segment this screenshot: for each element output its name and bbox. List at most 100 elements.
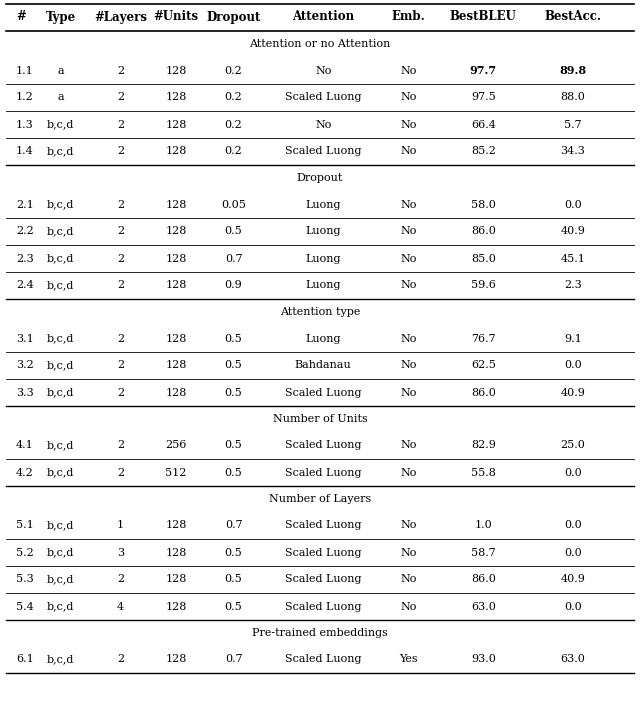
Text: 128: 128: [165, 146, 187, 157]
Text: 3.2: 3.2: [16, 360, 34, 370]
Text: b,c,d: b,c,d: [47, 387, 74, 397]
Text: 1.4: 1.4: [16, 146, 34, 157]
Text: b,c,d: b,c,d: [47, 120, 74, 130]
Text: 128: 128: [165, 602, 187, 611]
Text: 40.9: 40.9: [561, 574, 585, 584]
Text: 2: 2: [116, 254, 124, 263]
Text: No: No: [315, 65, 332, 75]
Text: 2: 2: [116, 281, 124, 291]
Text: 0.7: 0.7: [225, 655, 243, 665]
Text: a: a: [58, 93, 64, 102]
Text: Luong: Luong: [305, 281, 341, 291]
Text: 62.5: 62.5: [471, 360, 495, 370]
Text: No: No: [400, 65, 417, 75]
Text: a: a: [58, 65, 64, 75]
Text: No: No: [400, 468, 417, 478]
Text: 86.0: 86.0: [471, 226, 495, 236]
Text: 82.9: 82.9: [471, 441, 495, 450]
Text: Scaled Luong: Scaled Luong: [285, 521, 362, 531]
Text: 5.1: 5.1: [16, 521, 34, 531]
Text: b,c,d: b,c,d: [47, 199, 74, 210]
Text: 0.5: 0.5: [225, 360, 243, 370]
Text: No: No: [400, 226, 417, 236]
Text: BestAcc.: BestAcc.: [544, 10, 602, 23]
Text: Pre-trained embeddings: Pre-trained embeddings: [252, 628, 388, 638]
Text: 0.5: 0.5: [225, 441, 243, 450]
Text: Yes: Yes: [399, 655, 418, 665]
Text: No: No: [400, 360, 417, 370]
Text: 3.3: 3.3: [16, 387, 34, 397]
Text: Dropout: Dropout: [207, 10, 260, 23]
Text: 25.0: 25.0: [561, 441, 585, 450]
Text: 2: 2: [116, 441, 124, 450]
Text: 3.1: 3.1: [16, 334, 34, 344]
Text: 1: 1: [116, 521, 124, 531]
Text: 5.2: 5.2: [16, 547, 34, 558]
Text: 128: 128: [165, 547, 187, 558]
Text: 128: 128: [165, 199, 187, 210]
Text: Scaled Luong: Scaled Luong: [285, 655, 362, 665]
Text: No: No: [400, 441, 417, 450]
Text: Scaled Luong: Scaled Luong: [285, 441, 362, 450]
Text: Scaled Luong: Scaled Luong: [285, 387, 362, 397]
Text: b,c,d: b,c,d: [47, 146, 74, 157]
Text: 256: 256: [165, 441, 187, 450]
Text: No: No: [400, 574, 417, 584]
Text: 0.0: 0.0: [564, 547, 582, 558]
Text: 2: 2: [116, 146, 124, 157]
Text: 0.0: 0.0: [564, 602, 582, 611]
Text: 63.0: 63.0: [561, 655, 585, 665]
Text: 2.2: 2.2: [16, 226, 34, 236]
Text: 0.0: 0.0: [564, 199, 582, 210]
Text: 85.2: 85.2: [471, 146, 495, 157]
Text: 4: 4: [116, 602, 124, 611]
Text: 9.1: 9.1: [564, 334, 582, 344]
Text: 76.7: 76.7: [471, 334, 495, 344]
Text: Luong: Luong: [305, 226, 341, 236]
Text: 2.1: 2.1: [16, 199, 34, 210]
Text: 0.5: 0.5: [225, 226, 243, 236]
Text: 0.7: 0.7: [225, 254, 243, 263]
Text: 512: 512: [165, 468, 187, 478]
Text: #Units: #Units: [154, 10, 198, 23]
Text: 2.4: 2.4: [16, 281, 34, 291]
Text: 88.0: 88.0: [561, 93, 585, 102]
Text: 4.1: 4.1: [16, 441, 34, 450]
Text: Attention or no Attention: Attention or no Attention: [250, 39, 390, 49]
Text: Type: Type: [45, 10, 76, 23]
Text: 58.0: 58.0: [471, 199, 495, 210]
Text: b,c,d: b,c,d: [47, 468, 74, 478]
Text: #Layers: #Layers: [94, 10, 147, 23]
Text: 2: 2: [116, 93, 124, 102]
Text: b,c,d: b,c,d: [47, 441, 74, 450]
Text: Scaled Luong: Scaled Luong: [285, 547, 362, 558]
Text: 0.5: 0.5: [225, 602, 243, 611]
Text: 93.0: 93.0: [471, 655, 495, 665]
Text: 85.0: 85.0: [471, 254, 495, 263]
Text: 5.3: 5.3: [16, 574, 34, 584]
Text: 1.1: 1.1: [16, 65, 34, 75]
Text: Emb.: Emb.: [392, 10, 425, 23]
Text: 89.8: 89.8: [559, 65, 586, 76]
Text: BestBLEU: BestBLEU: [450, 10, 516, 23]
Text: b,c,d: b,c,d: [47, 360, 74, 370]
Text: 97.7: 97.7: [470, 65, 497, 76]
Text: 55.8: 55.8: [471, 468, 495, 478]
Text: Scaled Luong: Scaled Luong: [285, 574, 362, 584]
Text: No: No: [400, 93, 417, 102]
Text: 0.05: 0.05: [221, 199, 246, 210]
Text: 4.2: 4.2: [16, 468, 34, 478]
Text: 34.3: 34.3: [561, 146, 585, 157]
Text: 128: 128: [165, 574, 187, 584]
Text: 0.7: 0.7: [225, 521, 243, 531]
Text: Scaled Luong: Scaled Luong: [285, 146, 362, 157]
Text: 5.4: 5.4: [16, 602, 34, 611]
Text: 6.1: 6.1: [16, 655, 34, 665]
Text: No: No: [400, 120, 417, 130]
Text: 97.5: 97.5: [471, 93, 495, 102]
Text: 5.7: 5.7: [564, 120, 582, 130]
Text: Luong: Luong: [305, 254, 341, 263]
Text: 2: 2: [116, 387, 124, 397]
Text: 128: 128: [165, 334, 187, 344]
Text: 0.0: 0.0: [564, 468, 582, 478]
